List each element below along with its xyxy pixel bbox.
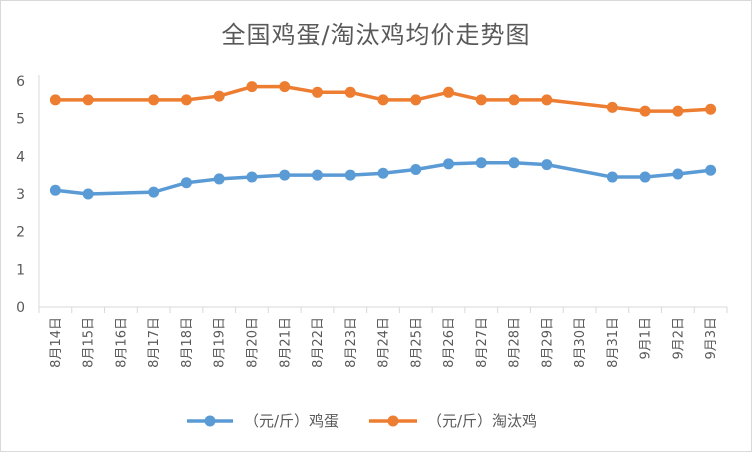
data-point-series-1 [311, 86, 323, 98]
x-tick-label: 9月3日 [704, 317, 719, 360]
x-tick-label: 8月14日 [49, 317, 64, 368]
data-point-series-0 [541, 159, 553, 171]
data-point-series-1 [213, 90, 225, 102]
x-tick-label: 8月21日 [278, 317, 293, 368]
data-point-series-1 [410, 94, 422, 106]
data-point-series-1 [639, 105, 651, 117]
legend-label: （元/斤）淘汰鸡 [427, 412, 537, 430]
x-tick-label: 8月27日 [475, 317, 490, 368]
x-tick-label: 9月1日 [639, 317, 654, 360]
x-tick-label: 8月28日 [508, 317, 523, 368]
data-point-series-1 [606, 101, 618, 113]
data-point-series-0 [606, 171, 618, 183]
data-point-series-0 [213, 173, 225, 185]
data-point-series-0 [443, 158, 455, 170]
x-tick-label: 8月18日 [180, 317, 195, 368]
data-point-series-0 [672, 168, 684, 180]
x-tick-label: 8月24日 [377, 317, 392, 368]
chart-title: 全国鸡蛋/淘汰鸡均价走势图 [221, 21, 531, 49]
x-tick-label: 8月30日 [573, 317, 588, 368]
data-point-series-1 [475, 94, 487, 106]
x-tick-label: 8月31日 [606, 317, 621, 368]
y-tick-label: 5 [16, 112, 25, 128]
x-tick-label: 9月2日 [671, 317, 686, 360]
data-point-series-1 [246, 81, 258, 93]
data-point-series-0 [82, 188, 94, 200]
legend-label: （元/斤）鸡蛋 [244, 412, 339, 430]
data-point-series-0 [180, 177, 192, 189]
x-tick-label: 8月17日 [147, 317, 162, 368]
x-tick-label: 8月23日 [344, 317, 359, 368]
data-point-series-1 [705, 103, 717, 115]
x-tick-label: 8月16日 [114, 317, 129, 368]
y-tick-label: 2 [16, 225, 25, 241]
data-point-series-0 [475, 157, 487, 169]
data-point-series-0 [344, 169, 356, 181]
y-tick-label: 3 [16, 187, 25, 203]
x-tick-label: 8月15日 [82, 317, 97, 368]
x-tick-label: 8月25日 [409, 317, 424, 368]
data-point-series-1 [279, 81, 291, 93]
data-point-series-0 [508, 157, 520, 169]
legend-swatch-marker [204, 415, 216, 427]
data-point-series-1 [180, 94, 192, 106]
data-point-series-0 [148, 186, 160, 198]
data-point-series-1 [344, 86, 356, 98]
data-point-series-0 [49, 184, 61, 196]
data-point-series-1 [148, 94, 160, 106]
data-point-series-0 [279, 169, 291, 181]
x-tick-label: 8月20日 [246, 317, 261, 368]
data-point-series-1 [49, 94, 61, 106]
x-tick-label: 8月19日 [213, 317, 228, 368]
legend-swatch-marker [387, 415, 399, 427]
data-point-series-0 [377, 167, 389, 179]
x-tick-label: 8月29日 [540, 317, 555, 368]
x-tick-label: 8月22日 [311, 317, 326, 368]
y-tick-label: 4 [16, 149, 25, 165]
data-point-series-0 [311, 169, 323, 181]
x-tick-label: 8月26日 [442, 317, 457, 368]
y-tick-label: 0 [16, 300, 25, 316]
data-point-series-0 [410, 164, 422, 176]
data-point-series-1 [82, 94, 94, 106]
y-tick-label: 1 [16, 262, 25, 278]
data-point-series-0 [246, 171, 258, 183]
data-point-series-1 [377, 94, 389, 106]
data-point-series-0 [705, 164, 717, 176]
data-point-series-1 [508, 94, 520, 106]
data-point-series-1 [443, 86, 455, 98]
y-tick-label: 6 [16, 74, 25, 90]
data-point-series-0 [639, 171, 651, 183]
data-point-series-1 [672, 105, 684, 117]
data-point-series-1 [541, 94, 553, 106]
